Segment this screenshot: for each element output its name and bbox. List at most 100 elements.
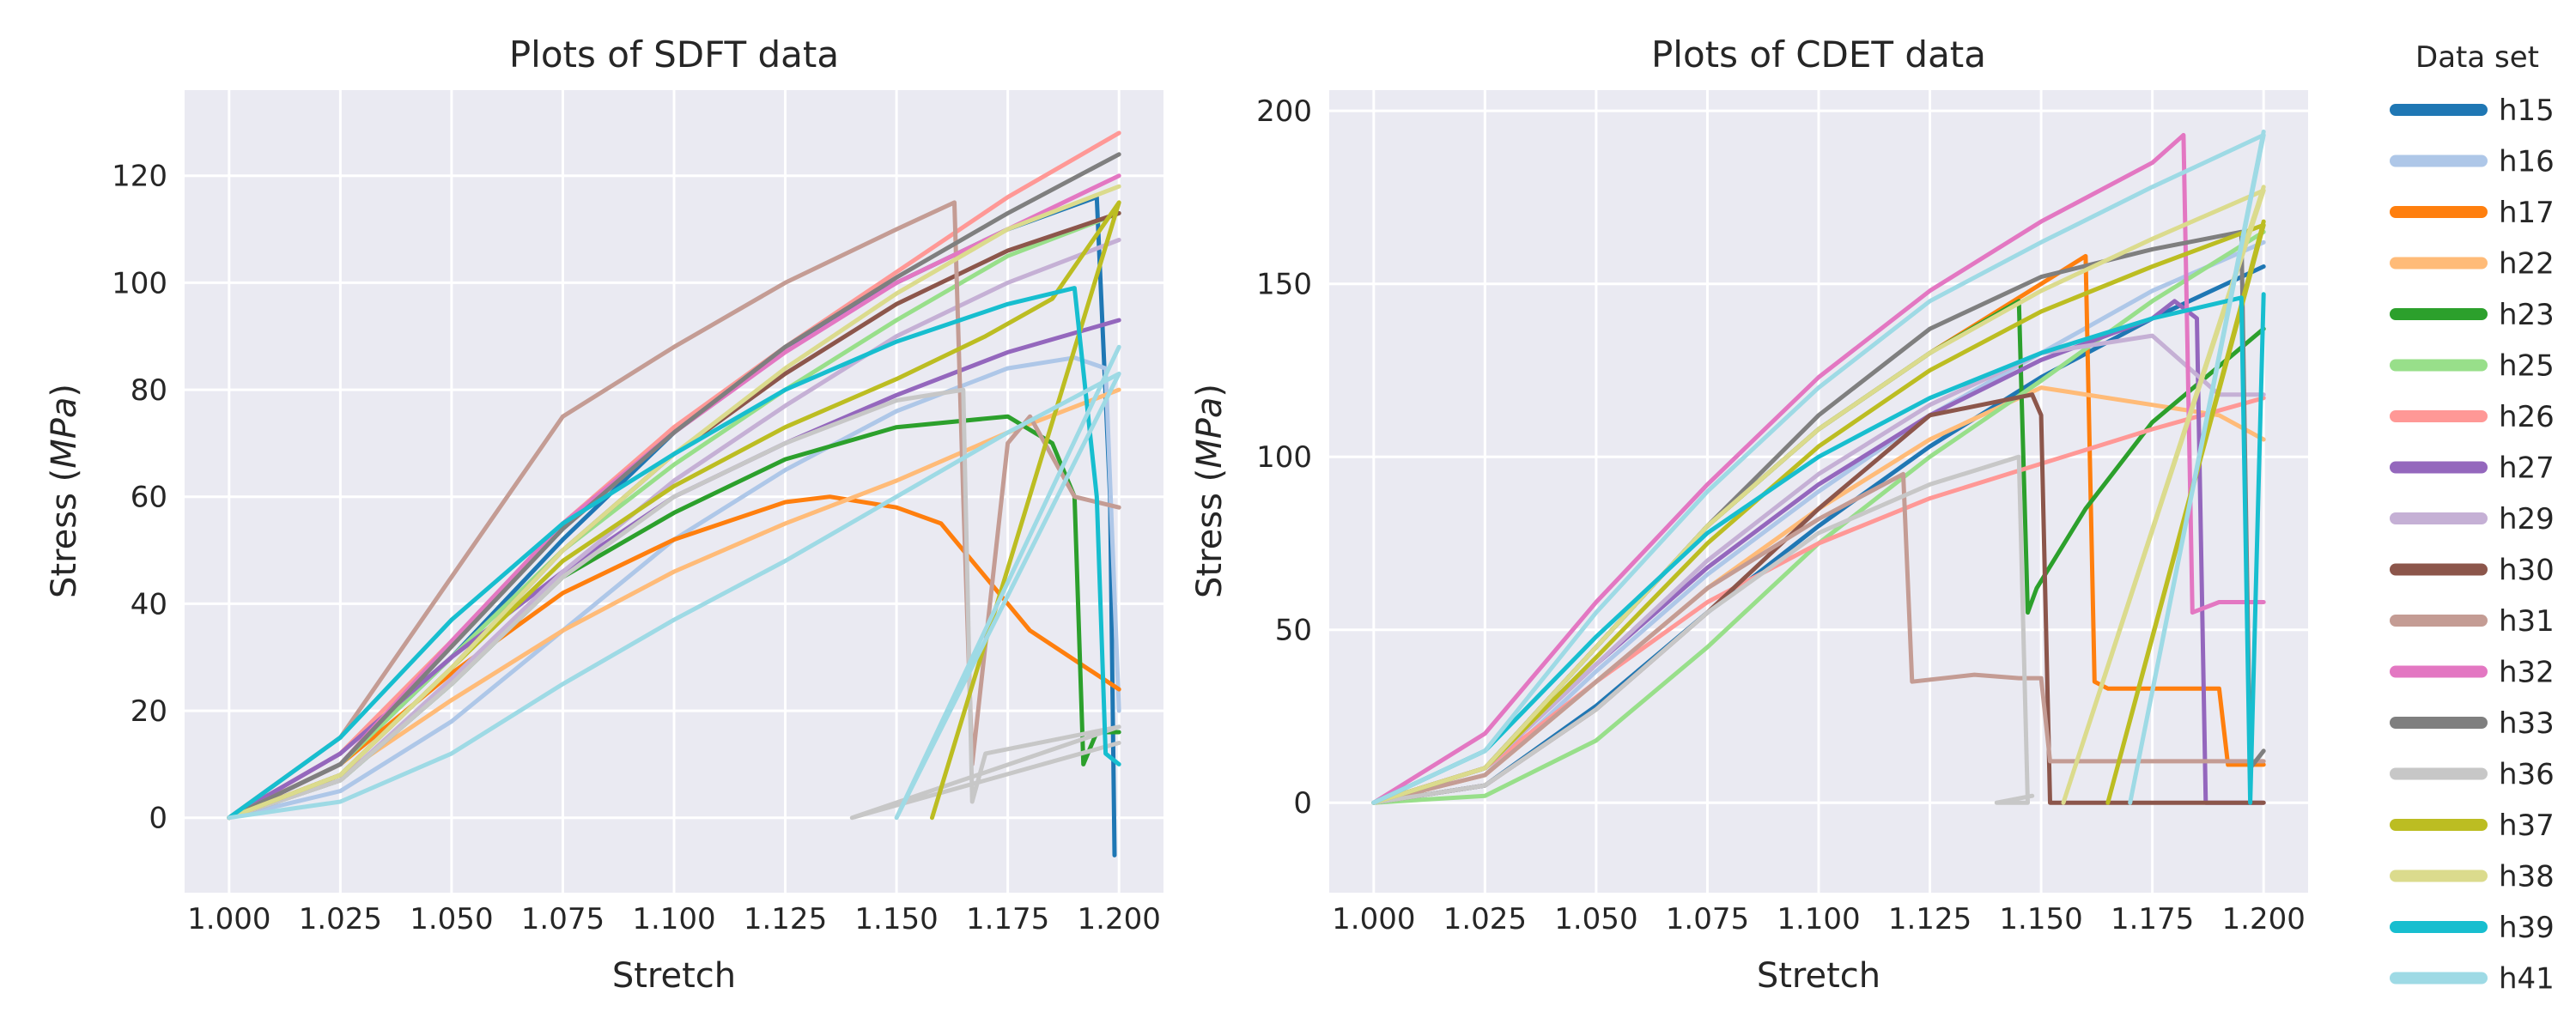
legend-label-h37: h37 xyxy=(2499,809,2555,843)
legend-entry-h38: h38 xyxy=(2390,860,2555,894)
sdft-y-tick-label: 60 xyxy=(131,481,167,515)
cdet-series-h39 xyxy=(1371,292,2266,805)
cdet-tick-labels: 1.000 1.025 1.050 1.075 1.100 1.125 1.150 1.175… xyxy=(1256,94,2306,936)
sdft-series-h26 xyxy=(227,130,1121,821)
legend-label-h22: h22 xyxy=(2499,247,2555,282)
cdet-y-tick-label: 50 xyxy=(1275,614,1312,648)
legend-label-h38: h38 xyxy=(2499,860,2555,894)
sdft-y-tick-label: 80 xyxy=(131,373,167,408)
legend-entry-h37: h37 xyxy=(2390,809,2555,843)
sdft-x-axis-label: Stretch xyxy=(612,956,736,996)
cdet-x-tick-label: 1.100 xyxy=(1777,902,1860,936)
legend-entries: h15 h16 h17 h22 h23 h25 h26 h27 h29 h30 h31 h32 h33 h… xyxy=(2390,94,2555,997)
sdft-y-axis-label-suffix: ) xyxy=(45,384,84,397)
cdet-x-tick-label: 1.000 xyxy=(1332,902,1415,936)
legend-label-h39: h39 xyxy=(2499,911,2555,945)
legend-entry-h36: h36 xyxy=(2390,758,2555,792)
legend-entry-h32: h32 xyxy=(2390,656,2555,690)
sdft-y-tick-label: 100 xyxy=(112,266,167,300)
sdft-x-tick-label: 1.175 xyxy=(966,902,1049,936)
cdet-y-tick-label: 150 xyxy=(1256,268,1312,302)
cdet-y-tick-label: 0 xyxy=(1293,786,1312,821)
cdet-series-h36 xyxy=(1371,454,2035,805)
legend-label-h25: h25 xyxy=(2499,349,2555,384)
legend-label-h17: h17 xyxy=(2499,196,2555,230)
cdet-x-tick-label: 1.075 xyxy=(1666,902,1749,936)
legend-label-h30: h30 xyxy=(2499,554,2555,588)
cdet-series-h26 xyxy=(1371,396,2266,805)
legend-entry-h33: h33 xyxy=(2390,706,2555,741)
sdft-series-h33 xyxy=(227,152,1121,821)
cdet-series-h38 xyxy=(1371,185,2266,805)
legend-entry-h23: h23 xyxy=(2390,298,2555,332)
cdet-panel: 1.000 1.025 1.050 1.075 1.100 1.125 1.150 1.175… xyxy=(1190,33,2308,996)
legend-title: Data set xyxy=(2415,40,2539,75)
cdet-series-h37 xyxy=(1371,219,2266,805)
legend-label-h33: h33 xyxy=(2499,706,2555,741)
sdft-y-axis-label-unit: MPa xyxy=(45,397,84,469)
cdet-x-tick-label: 1.125 xyxy=(1888,902,1971,936)
sdft-series-h25 xyxy=(227,210,1121,821)
legend-entry-h39: h39 xyxy=(2390,911,2555,945)
sdft-y-tick-label: 120 xyxy=(112,160,167,194)
sdft-series-h36 xyxy=(227,387,1121,821)
sdft-x-tick-label: 1.025 xyxy=(299,902,382,936)
legend-entry-h27: h27 xyxy=(2390,451,2555,486)
sdft-x-tick-label: 1.075 xyxy=(521,902,605,936)
sdft-series-h16 xyxy=(227,355,1121,821)
legend-entry-h31: h31 xyxy=(2390,604,2555,639)
legend-label-h36: h36 xyxy=(2499,758,2555,792)
sdft-y-tick-label: 40 xyxy=(131,587,167,621)
sdft-series-h41 xyxy=(227,344,1121,821)
sdft-y-tick-label: 0 xyxy=(149,802,167,836)
sdft-x-tick-label: 1.100 xyxy=(632,902,715,936)
sdft-y-axis-label: Stress (MPa) xyxy=(45,384,84,598)
cdet-y-tick-label: 100 xyxy=(1256,440,1312,475)
sdft-x-tick-label: 1.200 xyxy=(1078,902,1161,936)
legend-entry-h17: h17 xyxy=(2390,196,2555,230)
sdft-x-tick-label: 1.125 xyxy=(744,902,827,936)
cdet-x-tick-label: 1.025 xyxy=(1443,902,1527,936)
legend-entry-h26: h26 xyxy=(2390,400,2555,434)
legend-entry-h22: h22 xyxy=(2390,247,2555,282)
legend-label-h26: h26 xyxy=(2499,400,2555,434)
sdft-y-axis-label-prefix: Stress ( xyxy=(45,469,84,598)
sdft-series-h39 xyxy=(227,286,1121,821)
legend-entry-h25: h25 xyxy=(2390,349,2555,384)
legend-label-h15: h15 xyxy=(2499,94,2555,128)
cdet-chart-title: Plots of CDET data xyxy=(1651,33,1986,76)
legend-label-h27: h27 xyxy=(2499,451,2555,486)
cdet-y-tick-label: 200 xyxy=(1256,94,1312,129)
legend-entry-h16: h16 xyxy=(2390,145,2555,179)
cdet-series-h41 xyxy=(1371,129,2266,805)
sdft-y-tick-label: 20 xyxy=(131,694,167,729)
cdet-x-tick-label: 1.150 xyxy=(1999,902,2082,936)
cdet-y-axis-label: Stress (MPa) xyxy=(1190,384,1230,598)
cdet-x-tick-label: 1.200 xyxy=(2222,902,2306,936)
sdft-tick-labels: 1.000 1.025 1.050 1.075 1.100 1.125 1.150 1.175… xyxy=(112,160,1161,936)
cdet-y-axis-label-prefix: Stress ( xyxy=(1190,469,1230,598)
legend-label-h41: h41 xyxy=(2499,962,2555,997)
legend-entry-h29: h29 xyxy=(2390,502,2555,536)
sdft-x-tick-label: 1.150 xyxy=(854,902,938,936)
sdft-panel: 1.000 1.025 1.050 1.075 1.100 1.125 1.150 1.175… xyxy=(45,33,1163,996)
legend-label-h23: h23 xyxy=(2499,298,2555,332)
legend: Data set h15h16h17h22h23h25h26h27h29h30h… xyxy=(2390,40,2555,997)
sdft-series-group xyxy=(227,130,1121,857)
legend-label-h31: h31 xyxy=(2499,604,2555,639)
sdft-chart-title: Plots of SDFT data xyxy=(509,33,839,76)
sdft-x-tick-label: 1.000 xyxy=(187,902,270,936)
legend-label-h16: h16 xyxy=(2499,145,2555,179)
legend-label-h32: h32 xyxy=(2499,656,2555,690)
cdet-series-h32 xyxy=(1371,132,2266,805)
cdet-x-axis-label: Stretch xyxy=(1757,956,1880,996)
cdet-x-tick-label: 1.175 xyxy=(2111,902,2194,936)
legend-label-h29: h29 xyxy=(2499,502,2555,536)
cdet-x-tick-label: 1.050 xyxy=(1554,902,1637,936)
cdet-series-group xyxy=(1371,129,2266,805)
sdft-x-tick-label: 1.050 xyxy=(410,902,493,936)
cdet-y-axis-label-unit: MPa xyxy=(1190,397,1230,469)
cdet-series-h31 xyxy=(1371,471,2266,805)
legend-entry-h15: h15 xyxy=(2390,94,2555,128)
